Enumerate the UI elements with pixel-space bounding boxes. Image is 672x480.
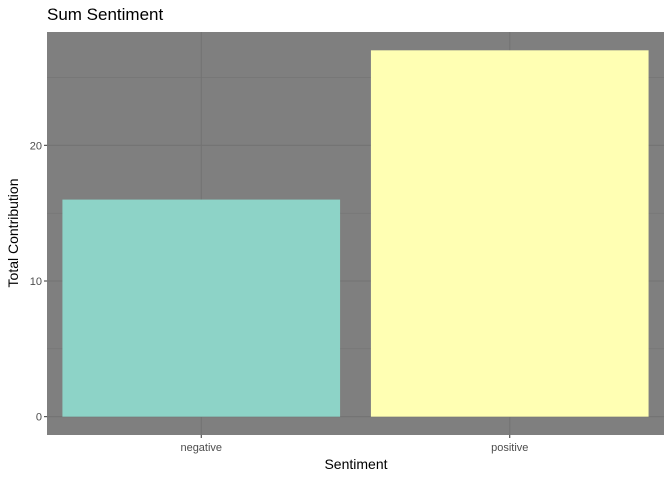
x-tick-label: negative: [180, 442, 222, 454]
bar-positive: [370, 50, 649, 417]
y-tick-label: 20: [30, 140, 42, 152]
y-tick-marks: [44, 144, 47, 418]
y-axis-title: Total Contribution: [5, 179, 21, 288]
x-tick-labels: negative positive: [180, 442, 528, 454]
chart-title: Sum Sentiment: [47, 5, 163, 24]
y-tick-label: 0: [36, 412, 42, 424]
y-tick-label: 10: [30, 276, 42, 288]
x-axis-title: Sentiment: [324, 456, 387, 472]
y-tick-labels: 0 10 20: [30, 140, 42, 423]
bars: [62, 50, 649, 417]
x-tick-label: positive: [491, 442, 528, 454]
x-tick-marks: [200, 435, 511, 438]
bar-negative: [62, 199, 341, 417]
